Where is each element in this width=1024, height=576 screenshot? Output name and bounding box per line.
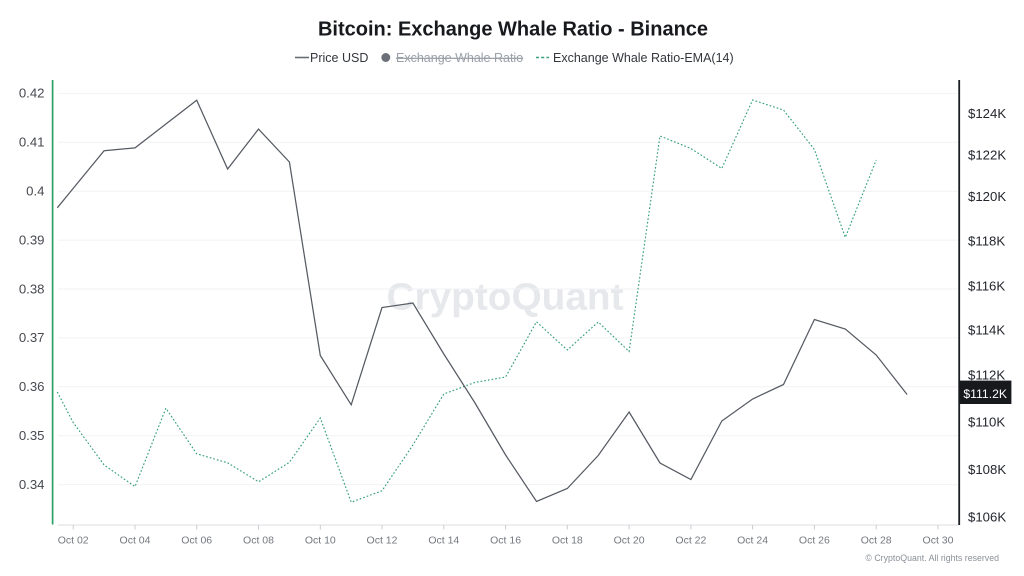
svg-text:$112K: $112K [968,367,1005,382]
svg-text:$116K: $116K [968,279,1005,294]
svg-text:Oct 24: Oct 24 [737,535,768,547]
svg-text:CryptoQuant: CryptoQuant [387,277,624,319]
svg-text:0.36: 0.36 [19,379,45,394]
svg-text:Oct 28: Oct 28 [861,535,892,547]
svg-text:$122K: $122K [968,148,1006,163]
svg-text:Oct 06: Oct 06 [181,535,212,547]
svg-text:$110K: $110K [968,415,1005,430]
svg-text:Oct 10: Oct 10 [305,535,336,547]
svg-text:$114K: $114K [968,322,1005,337]
svg-text:$124K: $124K [968,106,1006,121]
svg-text:© CryptoQuant. All rights rese: © CryptoQuant. All rights reserved [865,553,999,563]
svg-text:0.38: 0.38 [19,281,45,296]
svg-text:Oct 26: Oct 26 [799,535,830,547]
svg-text:$108K: $108K [968,462,1006,477]
svg-text:Price USD: Price USD [310,51,368,65]
svg-text:0.42: 0.42 [19,86,45,101]
svg-text:0.39: 0.39 [19,232,45,247]
svg-text:Oct 22: Oct 22 [675,535,706,547]
svg-text:Exchange Whale Ratio: Exchange Whale Ratio [396,51,523,65]
svg-text:Oct 02: Oct 02 [58,535,89,547]
svg-text:Oct 12: Oct 12 [367,535,398,547]
svg-text:Oct 14: Oct 14 [428,535,459,547]
svg-text:0.37: 0.37 [19,330,45,345]
svg-text:Oct 18: Oct 18 [552,535,583,547]
svg-text:Oct 04: Oct 04 [120,535,151,547]
svg-text:Oct 16: Oct 16 [490,535,521,547]
svg-text:0.4: 0.4 [26,184,44,199]
svg-text:Oct 20: Oct 20 [614,535,645,547]
svg-text:$111.2K: $111.2K [963,387,1007,401]
svg-text:$106K: $106K [968,509,1006,524]
svg-text:Bitcoin: Exchange Whale Ratio: Bitcoin: Exchange Whale Ratio - Binance [318,19,708,41]
svg-text:0.34: 0.34 [19,477,45,492]
svg-text:$118K: $118K [968,234,1005,249]
svg-text:$120K: $120K [968,189,1006,204]
svg-text:0.41: 0.41 [19,135,45,150]
svg-text:Oct 08: Oct 08 [243,535,274,547]
svg-text:Exchange Whale Ratio-EMA(14): Exchange Whale Ratio-EMA(14) [553,51,734,65]
svg-text:0.35: 0.35 [19,428,45,443]
svg-text:Oct 30: Oct 30 [923,535,954,547]
